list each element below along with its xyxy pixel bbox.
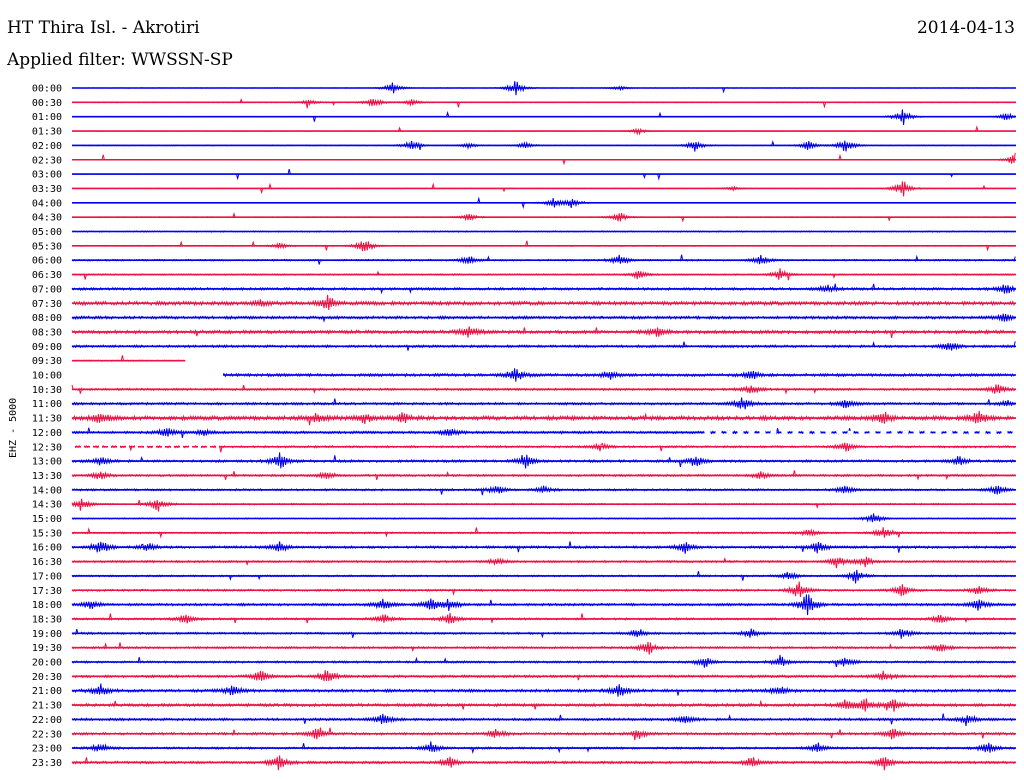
time-tick-label: 17:00 [32, 571, 62, 582]
time-tick-label: 03:00 [32, 170, 62, 181]
time-tick-label: 11:30 [32, 414, 62, 425]
trace-group [71, 81, 1016, 771]
trace-line [71, 152, 1016, 166]
time-tick-label: 02:00 [32, 141, 62, 152]
time-tick-label: 19:00 [32, 629, 62, 640]
trace-line [71, 410, 1016, 426]
time-tick-label: 00:00 [32, 84, 62, 95]
trace-line [71, 698, 1016, 712]
filter-label: Applied filter: WWSSN-SP [7, 50, 233, 70]
time-tick-label: 18:30 [32, 614, 62, 625]
time-tick-label: 08:00 [32, 313, 62, 324]
trace-line [71, 294, 1016, 311]
station-title: HT Thira Isl. - Akrotiri [7, 18, 200, 38]
time-tick-label: 19:30 [32, 643, 62, 654]
time-tick-label: 07:00 [32, 284, 62, 295]
channel-label: EHZ - 5000 [8, 398, 19, 458]
time-tick-label: 14:00 [32, 485, 62, 496]
time-tick-label: 10:30 [32, 385, 62, 396]
time-tick-label: 03:30 [32, 184, 62, 195]
time-tick-group: 00:00 00:30 01:00 01:30 02:00 02:30 03:00 03:30… [32, 84, 62, 769]
date-label: 2014-04-13 [916, 18, 1015, 38]
time-tick-label: 14:30 [32, 500, 62, 511]
trace-line [71, 556, 1016, 569]
time-tick-label: 06:00 [32, 256, 62, 267]
time-tick-label: 22:00 [32, 715, 62, 726]
time-tick-label: 01:30 [32, 127, 62, 138]
time-tick-label: 12:00 [32, 428, 62, 439]
time-tick-label: 05:30 [32, 241, 62, 252]
time-tick-label: 20:30 [32, 672, 62, 683]
time-tick-label: 04:30 [32, 213, 62, 224]
time-tick-label: 15:30 [32, 528, 62, 539]
time-tick-label: 07:30 [32, 299, 62, 310]
time-tick-label: 23:00 [32, 744, 62, 755]
trace-line [71, 581, 1016, 598]
time-tick-label: 17:30 [32, 586, 62, 597]
time-tick-label: 00:30 [32, 98, 62, 109]
time-tick-label: 09:30 [32, 356, 62, 367]
time-tick-label: 02:30 [32, 155, 62, 166]
time-tick-label: 11:00 [32, 399, 62, 410]
time-tick-label: 01:00 [32, 112, 62, 123]
time-tick-label: 16:00 [32, 543, 62, 554]
time-tick-label: 13:00 [32, 457, 62, 468]
trace-line [71, 498, 1016, 512]
time-tick-label: 05:00 [32, 227, 62, 238]
time-tick-label: 21:30 [32, 701, 62, 712]
time-tick-label: 08:30 [32, 327, 62, 338]
time-tick-label: 21:00 [32, 686, 62, 697]
time-tick-label: 09:00 [32, 342, 62, 353]
trace-line [71, 98, 1016, 109]
time-tick-label: 10:00 [32, 371, 62, 382]
time-tick-label: 06:30 [32, 270, 62, 281]
time-tick-label: 18:00 [32, 600, 62, 611]
time-tick-label: 16:30 [32, 557, 62, 568]
time-tick-label: 20:00 [32, 658, 62, 669]
time-tick-label: 23:30 [32, 758, 62, 769]
time-tick-label: 15:00 [32, 514, 62, 525]
time-tick-label: 22:30 [32, 729, 62, 740]
time-tick-label: 12:30 [32, 442, 62, 453]
time-tick-label: 13:30 [32, 471, 62, 482]
trace-line [71, 741, 1016, 755]
time-tick-label: 04:00 [32, 198, 62, 209]
